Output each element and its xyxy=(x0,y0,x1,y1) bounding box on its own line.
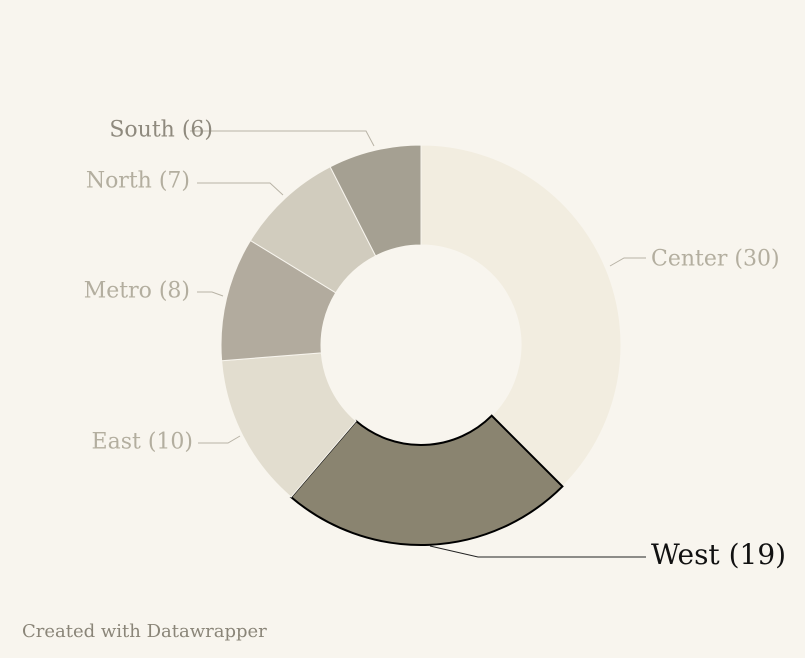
leader-line-west xyxy=(429,545,646,558)
label-center: Center (30) xyxy=(651,247,780,272)
leader-line-metro xyxy=(197,291,224,297)
leader-line-center xyxy=(609,257,646,267)
credit-footer[interactable]: Created with Datawrapper xyxy=(22,621,267,642)
leader-line-south xyxy=(190,130,375,147)
leader-line-north xyxy=(197,182,284,196)
leader-line-east xyxy=(198,435,241,444)
label-west: West (19) xyxy=(651,538,786,571)
label-east: East (10) xyxy=(92,430,193,455)
slice-west[interactable] xyxy=(289,414,564,546)
slice-center[interactable] xyxy=(420,144,622,488)
label-metro: Metro (8) xyxy=(84,279,190,304)
label-south: South (6) xyxy=(109,118,213,143)
slice-south[interactable] xyxy=(329,144,422,257)
label-north: North (7) xyxy=(86,169,190,194)
